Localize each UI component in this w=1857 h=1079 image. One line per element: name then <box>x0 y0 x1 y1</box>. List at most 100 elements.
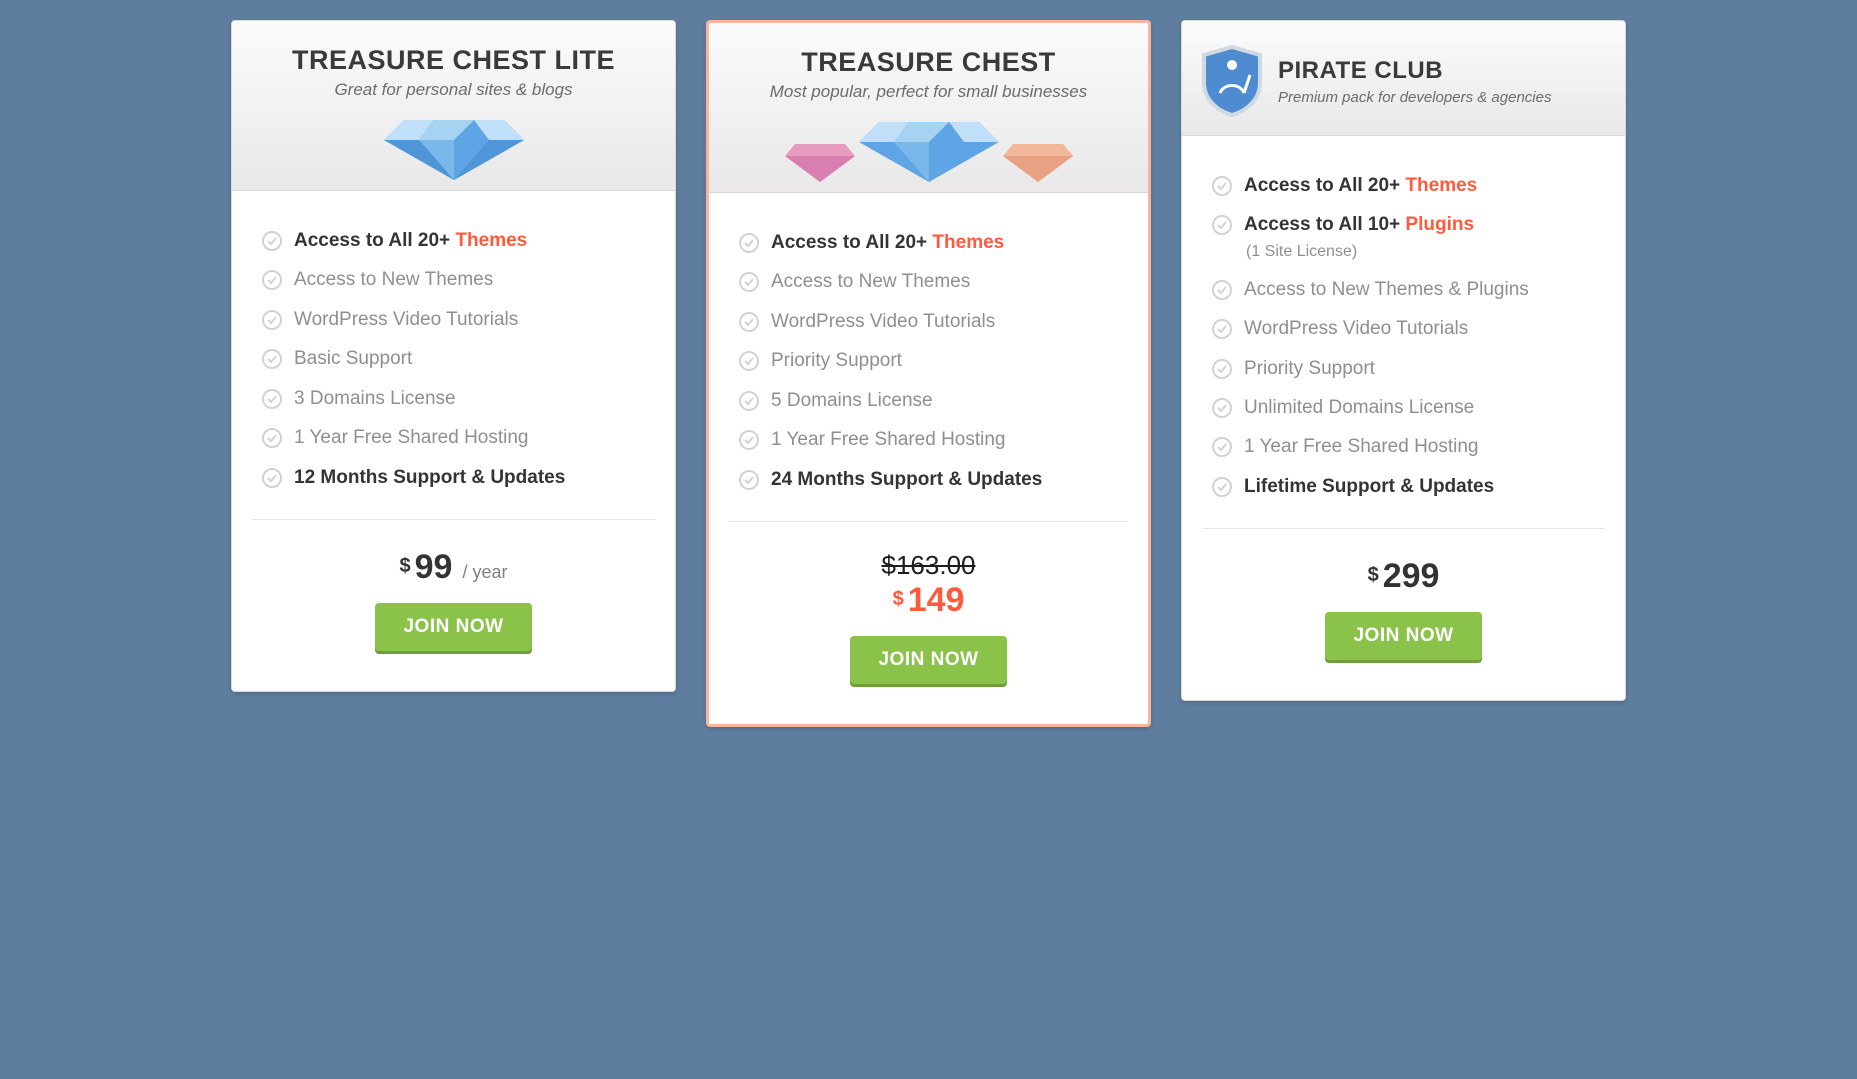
check-icon <box>1212 176 1232 196</box>
card-title: PIRATE CLUB <box>1278 57 1551 85</box>
feature-text: Access to All 20+ <box>1244 175 1405 196</box>
feature-item: Access to New Themes <box>739 262 1118 301</box>
feature-item: Lifetime Support & Updates <box>1212 467 1595 506</box>
feature-text: Access to All 20+ <box>294 230 455 251</box>
feature-item: 12 Months Support & Updates <box>262 458 645 497</box>
check-icon <box>262 389 282 409</box>
currency: $ <box>400 555 411 578</box>
feature-text: 1 Year Free Shared Hosting <box>771 425 1006 454</box>
feature-item: Basic Support <box>262 339 645 378</box>
pricing-card-lite: TREASURE CHEST LITE Great for personal s… <box>231 20 676 692</box>
check-icon <box>739 272 759 292</box>
check-icon <box>1212 398 1232 418</box>
feature-item: Access to All 20+ Themes <box>1212 166 1595 205</box>
feature-text: 1 Year Free Shared Hosting <box>294 423 529 452</box>
feature-item: WordPress Video Tutorials <box>739 302 1118 341</box>
feature-text: Access to New Themes <box>771 267 970 296</box>
card-header: PIRATE CLUB Premium pack for developers … <box>1182 21 1625 136</box>
check-icon <box>1212 437 1232 457</box>
feature-item: 3 Domains License <box>262 379 645 418</box>
card-subtitle: Premium pack for developers & agencies <box>1278 89 1551 106</box>
feature-item: 1 Year Free Shared Hosting <box>1212 427 1595 466</box>
check-icon <box>1212 215 1232 235</box>
feature-item: WordPress Video Tutorials <box>1212 309 1595 348</box>
feature-text: 5 Domains License <box>771 386 933 415</box>
feature-text: Lifetime Support & Updates <box>1244 472 1494 501</box>
feature-accent: Plugins <box>1405 214 1474 235</box>
feature-text: Access to All 10+ <box>1244 214 1405 235</box>
check-icon <box>262 231 282 251</box>
check-icon <box>739 351 759 371</box>
feature-accent: Themes <box>455 230 527 251</box>
card-header: TREASURE CHEST LITE Great for personal s… <box>232 21 675 191</box>
currency: $ <box>1368 564 1379 587</box>
check-icon <box>262 349 282 369</box>
feature-item: Access to All 20+ Themes <box>262 221 645 260</box>
feature-item: Access to All 10+ Plugins (1 Site License… <box>1212 205 1595 269</box>
check-icon <box>262 468 282 488</box>
pricing-card-pirate: PIRATE CLUB Premium pack for developers … <box>1181 20 1626 701</box>
join-button[interactable]: JOIN NOW <box>850 636 1006 684</box>
amount: 299 <box>1383 557 1440 596</box>
feature-text: 3 Domains License <box>294 384 456 413</box>
check-icon <box>739 233 759 253</box>
feature-list: Access to All 20+ Themes Access to All 1… <box>1182 136 1625 528</box>
check-icon <box>739 312 759 332</box>
feature-item: 5 Domains License <box>739 381 1118 420</box>
pricing-card-chest: TREASURE CHEST Most popular, perfect for… <box>706 20 1151 727</box>
check-icon <box>1212 359 1232 379</box>
check-icon <box>1212 319 1232 339</box>
check-icon <box>262 310 282 330</box>
feature-text: 12 Months Support & Updates <box>294 463 565 492</box>
check-icon <box>1212 477 1232 497</box>
feature-item: 1 Year Free Shared Hosting <box>739 420 1118 459</box>
feature-item: Access to All 20+ Themes <box>739 223 1118 262</box>
price-block: $163.00 $ 149 JOIN NOW <box>709 522 1148 724</box>
diamond-multi-icon <box>727 102 1130 182</box>
diamond-icon <box>250 100 657 180</box>
check-icon <box>739 470 759 490</box>
feature-subnote: (1 Site License) <box>1246 240 1474 265</box>
currency: $ <box>893 588 904 611</box>
feature-list: Access to All 20+ Themes Access to New T… <box>232 191 675 519</box>
card-subtitle: Most popular, perfect for small business… <box>727 82 1130 102</box>
feature-item: WordPress Video Tutorials <box>262 300 645 339</box>
price: $ 99 / year <box>400 548 508 587</box>
check-icon <box>1212 280 1232 300</box>
feature-item: Priority Support <box>739 341 1118 380</box>
price: $ 149 <box>893 581 965 620</box>
feature-text: 24 Months Support & Updates <box>771 465 1042 494</box>
feature-text: Priority Support <box>1244 354 1375 383</box>
check-icon <box>262 270 282 290</box>
feature-accent: Themes <box>1405 175 1477 196</box>
period: / year <box>462 562 507 583</box>
feature-item: 1 Year Free Shared Hosting <box>262 418 645 457</box>
feature-list: Access to All 20+ Themes Access to New T… <box>709 193 1148 521</box>
feature-text: Access to New Themes & Plugins <box>1244 275 1529 304</box>
price-block: $ 299 JOIN NOW <box>1182 529 1625 700</box>
feature-item: Unlimited Domains License <box>1212 388 1595 427</box>
shield-icon <box>1200 45 1264 117</box>
feature-text: WordPress Video Tutorials <box>771 307 995 336</box>
check-icon <box>739 430 759 450</box>
feature-text: Access to New Themes <box>294 265 493 294</box>
feature-text: WordPress Video Tutorials <box>294 305 518 334</box>
feature-text: Basic Support <box>294 344 412 373</box>
card-title: TREASURE CHEST <box>727 47 1130 78</box>
feature-item: Access to New Themes <box>262 260 645 299</box>
join-button[interactable]: JOIN NOW <box>1325 612 1481 660</box>
price-block: $ 99 / year JOIN NOW <box>232 520 675 691</box>
card-subtitle: Great for personal sites & blogs <box>250 80 657 100</box>
join-button[interactable]: JOIN NOW <box>375 603 531 651</box>
feature-item: Priority Support <box>1212 349 1595 388</box>
amount: 149 <box>908 581 965 620</box>
feature-item: 24 Months Support & Updates <box>739 460 1118 499</box>
feature-accent: Themes <box>932 232 1004 253</box>
check-icon <box>739 391 759 411</box>
feature-text: Unlimited Domains License <box>1244 393 1474 422</box>
amount: 99 <box>415 548 453 587</box>
card-header: TREASURE CHEST Most popular, perfect for… <box>709 23 1148 193</box>
old-price: $163.00 <box>729 550 1128 581</box>
feature-text: Priority Support <box>771 346 902 375</box>
card-title: TREASURE CHEST LITE <box>250 45 657 76</box>
